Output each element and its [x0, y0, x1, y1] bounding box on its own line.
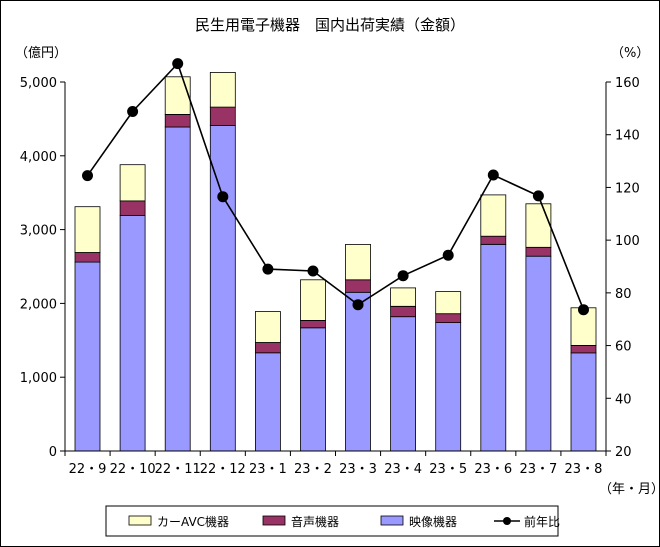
bar-segment-2-4	[254, 311, 281, 343]
bar-segment-2-0	[74, 206, 101, 253]
x-tick-label: 23・6	[474, 462, 512, 477]
legend-label-3: 前年比	[524, 514, 560, 529]
x-tick-label: 22・11	[155, 462, 201, 477]
bar-segment-2-6	[345, 243, 371, 281]
bar-segment-2-5	[300, 279, 326, 321]
bar-segment-1-7	[390, 305, 417, 318]
bar-segment-0-9	[480, 243, 507, 452]
yoy-line	[86, 62, 585, 310]
yoy-point-9	[487, 169, 499, 181]
bar-segment-1-2	[164, 114, 191, 128]
bar-segment-0-10	[525, 255, 552, 452]
yoy-point-11	[578, 304, 589, 316]
legend-label-0: カーAVC機器	[157, 514, 229, 529]
bar-segment-1-0	[74, 252, 101, 263]
bar-segment-0-0	[74, 261, 101, 452]
bar-segment-2-3	[209, 72, 236, 108]
x-tick-label: 22・12	[200, 462, 246, 477]
line-layer	[82, 58, 589, 316]
right-axis-unit: （%）	[611, 46, 649, 61]
right-axis-ticks: 20 40 60 80 100 120 140 160	[606, 76, 640, 460]
bar-layer	[74, 72, 597, 452]
bar-segment-1-3	[209, 106, 236, 126]
legend: カーAVC機器 音声機器 映像機器 前年比	[105, 505, 560, 537]
legend-point-swatch	[503, 517, 511, 525]
bar-segment-1-9	[480, 235, 507, 245]
yoy-point-2	[172, 58, 184, 70]
legend-label-2: 映像機器	[409, 514, 457, 529]
left-tick-label: 4,000	[20, 150, 57, 165]
bar-segment-1-5	[300, 319, 326, 329]
legend-swatch-2	[380, 515, 404, 526]
yoy-point-8	[442, 249, 454, 261]
yoy-point-3	[217, 191, 229, 203]
left-tick-label: 2,000	[20, 297, 57, 312]
x-tick-label: 22・10	[110, 462, 156, 477]
bar-segment-0-5	[300, 327, 326, 452]
x-tick-label: 23・3	[339, 462, 377, 477]
x-tick-label: 23・5	[429, 462, 467, 477]
yoy-point-7	[397, 270, 409, 282]
bar-segment-1-4	[254, 342, 281, 354]
left-tick-label: 5,000	[20, 76, 57, 91]
bar-segment-1-6	[345, 279, 371, 293]
bar-segment-1-1	[119, 200, 146, 217]
bar-segment-2-2	[164, 76, 191, 115]
yoy-point-0	[82, 170, 93, 182]
legend-label-1: 音声機器	[291, 514, 339, 529]
chart-title: 民生用電子機器 国内出荷実績（金額）	[195, 16, 465, 34]
right-tick-label: 140	[615, 129, 640, 144]
left-tick-label: 3,000	[20, 224, 57, 239]
plot-axes	[64, 82, 607, 456]
x-tick-label: 22・9	[69, 462, 107, 477]
right-tick-label: 20	[615, 445, 632, 460]
x-tick-label: 23・4	[384, 462, 422, 477]
bar-segment-2-8	[435, 291, 462, 315]
legend-swatch-0	[128, 515, 152, 526]
left-axis-ticks: 0 1,000 2,000 3,000 4,000 5,000	[20, 76, 65, 460]
x-tick-label: 23・8	[565, 462, 603, 477]
bar-segment-0-7	[390, 316, 417, 452]
left-tick-label: 1,000	[20, 371, 57, 386]
right-tick-label: 120	[615, 181, 640, 196]
yoy-point-6	[352, 299, 364, 311]
bar-segment-0-2	[164, 126, 191, 452]
bar-segment-0-4	[254, 352, 281, 452]
legend-box	[105, 505, 559, 537]
bar-segment-0-8	[435, 322, 462, 452]
bar-segment-0-1	[119, 215, 146, 452]
right-tick-label: 60	[615, 340, 632, 355]
bar-segment-0-6	[345, 291, 371, 452]
left-axis-unit: （億円）	[15, 45, 67, 61]
yoy-point-1	[127, 106, 139, 117]
right-tick-label: 160	[615, 76, 640, 91]
yoy-point-4	[262, 263, 274, 275]
bar-segment-0-3	[209, 125, 236, 452]
legend-swatch-1	[262, 515, 286, 526]
bar-segment-0-11	[570, 352, 597, 452]
right-tick-label: 100	[615, 234, 640, 249]
x-axis-unit: （年・月）	[599, 482, 659, 497]
bar-segment-1-10	[525, 246, 552, 257]
x-tick-label: 23・2	[294, 462, 332, 477]
x-tick-label: 23・7	[519, 462, 557, 477]
yoy-point-5	[307, 265, 319, 277]
bar-segment-2-10	[525, 203, 552, 248]
bar-segment-2-1	[119, 164, 146, 202]
right-tick-label: 40	[615, 392, 632, 407]
bar-segment-2-7	[390, 287, 417, 307]
x-tick-label: 23・1	[249, 462, 287, 477]
yoy-point-10	[532, 190, 544, 202]
bar-segment-1-11	[570, 345, 597, 354]
bar-segment-1-8	[435, 313, 462, 324]
bar-segment-2-9	[480, 194, 507, 237]
right-tick-label: 80	[615, 287, 632, 302]
left-tick-label: 0	[49, 445, 57, 460]
